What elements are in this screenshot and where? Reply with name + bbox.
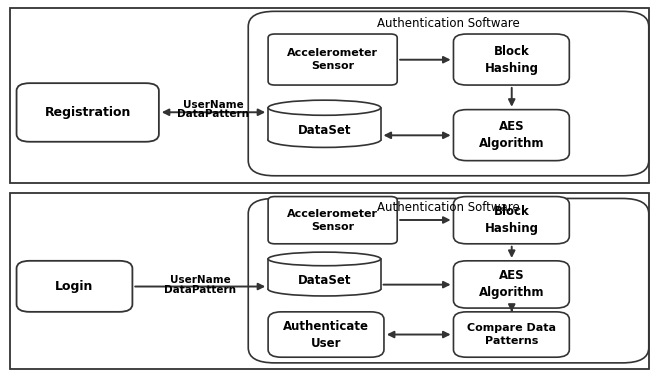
FancyBboxPatch shape <box>453 110 569 161</box>
Text: Block
Hashing: Block Hashing <box>485 205 538 235</box>
Polygon shape <box>268 108 381 140</box>
Text: Accelerometer
Sensor: Accelerometer Sensor <box>287 48 378 71</box>
FancyBboxPatch shape <box>17 261 132 312</box>
FancyBboxPatch shape <box>268 34 397 85</box>
FancyBboxPatch shape <box>17 83 159 142</box>
Ellipse shape <box>268 100 381 115</box>
Text: Block
Hashing: Block Hashing <box>485 45 538 74</box>
Text: Compare Data
Patterns: Compare Data Patterns <box>467 323 556 346</box>
Text: UserName: UserName <box>169 276 230 285</box>
Ellipse shape <box>268 282 381 296</box>
FancyBboxPatch shape <box>453 34 569 85</box>
FancyBboxPatch shape <box>248 11 649 176</box>
Ellipse shape <box>268 132 381 147</box>
Text: Registration: Registration <box>44 106 131 119</box>
Text: DataSet: DataSet <box>298 274 351 287</box>
Text: AES
Algorithm: AES Algorithm <box>479 270 544 299</box>
FancyBboxPatch shape <box>268 312 384 357</box>
Text: DataSet: DataSet <box>298 124 351 137</box>
Text: UserName: UserName <box>183 100 244 110</box>
Text: AES
Algorithm: AES Algorithm <box>479 120 544 150</box>
Text: Authenticate
User: Authenticate User <box>283 319 369 350</box>
FancyBboxPatch shape <box>10 8 649 183</box>
Ellipse shape <box>268 252 381 266</box>
FancyBboxPatch shape <box>453 261 569 308</box>
FancyBboxPatch shape <box>453 312 569 357</box>
Text: Authentication Software: Authentication Software <box>377 17 520 30</box>
Polygon shape <box>268 259 381 289</box>
Text: DataPattern: DataPattern <box>164 285 236 295</box>
FancyBboxPatch shape <box>248 198 649 363</box>
Text: Accelerometer
Sensor: Accelerometer Sensor <box>287 209 378 232</box>
Text: Authentication Software: Authentication Software <box>377 201 520 214</box>
FancyBboxPatch shape <box>453 197 569 244</box>
Text: DataPattern: DataPattern <box>177 109 249 119</box>
FancyBboxPatch shape <box>268 197 397 244</box>
Text: Login: Login <box>56 280 93 293</box>
FancyBboxPatch shape <box>10 193 649 369</box>
